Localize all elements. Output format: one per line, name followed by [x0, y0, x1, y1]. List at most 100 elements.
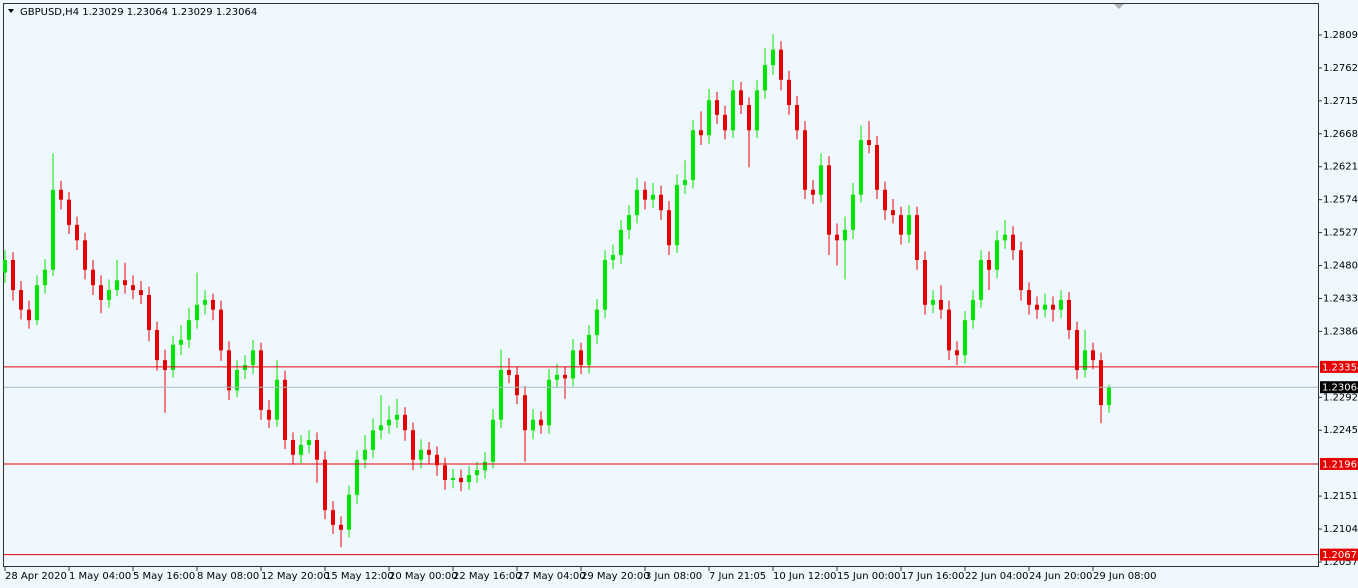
candle-body [155, 330, 159, 361]
candle-body [651, 194, 655, 200]
candle-body [435, 454, 439, 466]
candle-body [515, 374, 519, 396]
x-tick-label: 15 Jun 00:00 [837, 571, 901, 582]
candle-body [443, 465, 447, 480]
candle-body [339, 524, 343, 530]
y-tick-label: 1.23860 [1323, 326, 1358, 337]
candle-body [43, 269, 47, 286]
candle-body [787, 79, 791, 106]
candle-body [587, 334, 591, 366]
candle-body [547, 379, 551, 426]
y-tick-label: 1.26210 [1323, 162, 1358, 173]
candle-body [403, 414, 407, 431]
candle-body [187, 320, 191, 340]
candle-body [611, 255, 615, 260]
candle-body [579, 350, 583, 366]
candle-body [131, 285, 135, 291]
candle-body [331, 510, 335, 525]
candle-body [915, 215, 919, 260]
candle-body [35, 285, 39, 321]
candle-body [755, 90, 759, 131]
candle-body [235, 369, 239, 391]
x-tick-label: 22 May 16:00 [453, 571, 522, 582]
x-tick-label: 1 May 04:00 [69, 571, 131, 582]
x-tick-label: 10 Jun 12:00 [773, 571, 837, 582]
menu-triangle[interactable] [8, 9, 14, 13]
candle-body [899, 215, 903, 235]
candle-body [283, 379, 287, 441]
candle-body [291, 440, 295, 455]
x-tick-label: 20 May 00:00 [389, 571, 458, 582]
y-tick-label: 1.26680 [1323, 129, 1358, 140]
candle-body [1035, 304, 1039, 310]
candle-body [275, 379, 279, 420]
candle-body [411, 430, 415, 460]
candle-body [963, 320, 967, 356]
x-tick-label: 28 Apr 2020 [5, 571, 67, 582]
candle-body [707, 100, 711, 136]
candle-body [771, 49, 775, 66]
candle-body [659, 194, 663, 211]
candle-body [123, 280, 127, 286]
candle-body [163, 360, 167, 370]
candle-body [619, 229, 623, 256]
candle-body [363, 449, 367, 460]
candle-body [1003, 234, 1007, 241]
x-tick-label: 5 May 16:00 [133, 571, 195, 582]
candle-body [387, 419, 391, 426]
y-tick-label: 1.28090 [1323, 30, 1358, 41]
candle-body [99, 285, 103, 300]
candle-body [923, 259, 927, 305]
candle-body [251, 350, 255, 366]
price-level-label: 1.23064 [1322, 383, 1358, 394]
candle-body [1051, 304, 1055, 310]
candle-body [531, 419, 535, 431]
candle-body [739, 90, 743, 106]
candle-body [819, 165, 823, 195]
chart-title: GBPUSD,H4 1.23029 1.23064 1.23029 1.2306… [20, 7, 257, 18]
candle-body [315, 440, 319, 460]
candle-body [499, 369, 503, 420]
candle-body [371, 430, 375, 450]
candle-body [555, 374, 559, 380]
candle-body [811, 189, 815, 195]
candle-body [179, 339, 183, 345]
candle-body [859, 140, 863, 195]
candle-body [347, 494, 351, 530]
candle-body [379, 425, 383, 431]
candle-body [451, 477, 455, 480]
candle-body [419, 449, 423, 460]
candle-body [979, 259, 983, 300]
candle-body [1091, 350, 1095, 361]
candle-body [1043, 304, 1047, 310]
candle-body [995, 240, 999, 270]
candle-body [987, 259, 991, 270]
price-level-box [1320, 381, 1358, 394]
x-tick-label: 3 Jun 08:00 [645, 571, 702, 582]
candle-body [723, 114, 727, 131]
candle-body [3, 259, 7, 273]
candle-body [955, 350, 959, 356]
candle-body [835, 234, 839, 241]
x-tick-label: 22 Jun 04:00 [965, 571, 1029, 582]
candle-body [523, 395, 527, 431]
x-tick-label: 29 Jun 08:00 [1093, 571, 1157, 582]
candle-body [907, 215, 911, 235]
candle-body [1019, 250, 1023, 291]
y-tick-label: 1.27150 [1323, 96, 1358, 107]
price-level-box [1320, 548, 1358, 561]
price-level-label: 1.21969 [1322, 459, 1358, 470]
candle-body [395, 414, 399, 420]
candle-body [1099, 360, 1103, 406]
candle-body [219, 309, 223, 351]
candle-body [1075, 330, 1079, 370]
candle-body [307, 440, 311, 445]
candle-body [491, 419, 495, 462]
price-level-box [1320, 360, 1358, 373]
x-tick-label: 7 Jun 21:05 [709, 571, 766, 582]
candle-body [699, 130, 703, 136]
candle-body [19, 290, 23, 310]
candle-body [795, 105, 799, 131]
candle-body [267, 409, 271, 420]
shift-marker [1114, 4, 1124, 9]
